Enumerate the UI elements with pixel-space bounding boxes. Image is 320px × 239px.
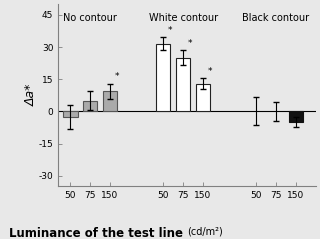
Text: No contour: No contour [63, 13, 117, 23]
Bar [156, 44, 171, 111]
Bar [289, 111, 303, 122]
Text: *: * [168, 26, 172, 35]
Y-axis label: Δa*: Δa* [24, 84, 37, 107]
Bar [103, 91, 117, 111]
Bar [63, 111, 77, 117]
Text: (cd/m²): (cd/m²) [187, 227, 223, 237]
Text: *: * [207, 67, 212, 76]
Bar [83, 101, 98, 111]
Bar [176, 58, 190, 111]
Text: *: * [188, 39, 192, 48]
Text: Luminance of the test line: Luminance of the test line [9, 227, 187, 239]
Bar [196, 83, 210, 111]
Text: Black contour: Black contour [243, 13, 309, 23]
Text: White contour: White contour [148, 13, 218, 23]
Text: *: * [115, 72, 119, 81]
